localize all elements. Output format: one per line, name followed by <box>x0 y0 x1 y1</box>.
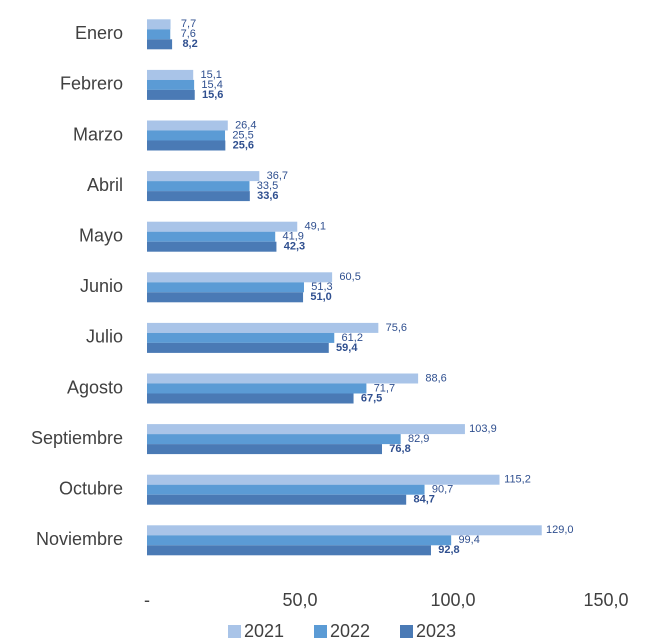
value-label: 42,3 <box>284 241 305 253</box>
value-label: 82,9 <box>408 433 429 445</box>
category-label: Mayo <box>79 225 123 245</box>
bar <box>147 332 335 343</box>
bar <box>147 393 354 404</box>
value-label: 99,4 <box>458 534 479 546</box>
bar <box>147 19 171 30</box>
category-label: Julio <box>86 327 123 347</box>
value-label: 61,2 <box>342 332 363 344</box>
legend-swatch <box>314 625 327 638</box>
bar <box>147 241 277 252</box>
category-label: Abril <box>87 175 123 195</box>
value-label: 25,5 <box>232 129 253 141</box>
value-label: 129,0 <box>546 524 574 536</box>
value-label: 84,7 <box>413 494 434 506</box>
category-label: Junio <box>80 276 123 296</box>
category-label: Marzo <box>73 124 123 144</box>
category-label: Octubre <box>59 478 123 498</box>
category-label: Septiembre <box>31 428 123 448</box>
x-tick-label: 50,0 <box>282 590 317 610</box>
value-label: 15,6 <box>202 89 223 101</box>
value-label: 49,1 <box>305 221 326 233</box>
value-label: 51,0 <box>310 291 331 303</box>
bar <box>147 444 383 455</box>
legend-swatch <box>400 625 413 638</box>
value-label: 26,4 <box>235 119 256 131</box>
value-label: 60,5 <box>339 271 360 283</box>
value-label: 41,9 <box>283 231 304 243</box>
value-label: 36,7 <box>267 170 288 182</box>
bar <box>147 171 260 182</box>
x-tick-label: 150,0 <box>583 590 628 610</box>
value-label: 59,4 <box>336 342 358 354</box>
bar <box>147 29 171 40</box>
bar <box>147 89 195 100</box>
bar <box>147 373 419 384</box>
value-label: 103,9 <box>469 423 497 435</box>
legend-swatch <box>228 625 241 638</box>
bar <box>147 272 333 283</box>
bar <box>147 535 452 546</box>
bar <box>147 39 173 50</box>
value-label: 15,4 <box>201 79 222 91</box>
bar <box>147 292 304 303</box>
category-label: Enero <box>75 23 123 43</box>
value-label: 7,6 <box>181 28 196 40</box>
value-label: 92,8 <box>438 544 459 556</box>
value-label: 33,5 <box>257 180 278 192</box>
bar <box>147 494 407 505</box>
bar <box>147 525 542 536</box>
value-label: 8,2 <box>182 38 197 50</box>
legend-label: 2023 <box>416 621 456 641</box>
legend-label: 2021 <box>244 621 284 641</box>
bar <box>147 434 401 445</box>
bar <box>147 545 431 556</box>
value-label: 90,7 <box>432 484 453 496</box>
value-label: 75,6 <box>386 322 407 334</box>
bar <box>147 231 276 242</box>
bar <box>147 383 367 394</box>
value-label: 88,6 <box>425 372 446 384</box>
bar <box>147 191 250 202</box>
value-label: 76,8 <box>389 443 410 455</box>
bar <box>147 484 425 495</box>
bar <box>147 474 500 485</box>
bar <box>147 140 226 151</box>
bar <box>147 130 226 141</box>
value-label: 25,6 <box>233 139 254 151</box>
value-label: 71,7 <box>374 382 395 394</box>
value-label: 51,3 <box>311 281 332 293</box>
bar <box>147 79 195 90</box>
category-label: Febrero <box>60 74 123 94</box>
bar <box>147 342 329 353</box>
bar <box>147 322 379 333</box>
category-label: Agosto <box>67 377 123 397</box>
x-tick-label: 100,0 <box>430 590 475 610</box>
bar <box>147 120 228 131</box>
category-label: Noviembre <box>36 529 123 549</box>
value-label: 15,1 <box>200 69 221 81</box>
value-label: 115,2 <box>504 474 531 486</box>
bar <box>147 424 465 435</box>
bar <box>147 221 298 232</box>
legend-label: 2022 <box>330 621 370 641</box>
value-label: 7,7 <box>181 18 196 30</box>
bar <box>147 69 194 80</box>
bar <box>147 181 250 192</box>
value-label: 33,6 <box>257 190 278 202</box>
x-tick-label: - <box>144 590 150 610</box>
bar <box>147 282 304 293</box>
value-label: 67,5 <box>361 392 382 404</box>
